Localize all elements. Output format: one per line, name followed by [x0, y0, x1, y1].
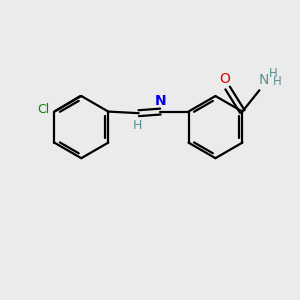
Text: N: N: [154, 94, 166, 108]
Text: O: O: [220, 72, 230, 86]
Text: H: H: [273, 75, 282, 88]
Text: Cl: Cl: [37, 103, 50, 116]
Text: N: N: [258, 73, 269, 87]
Text: H: H: [132, 119, 142, 132]
Text: H: H: [269, 67, 278, 80]
